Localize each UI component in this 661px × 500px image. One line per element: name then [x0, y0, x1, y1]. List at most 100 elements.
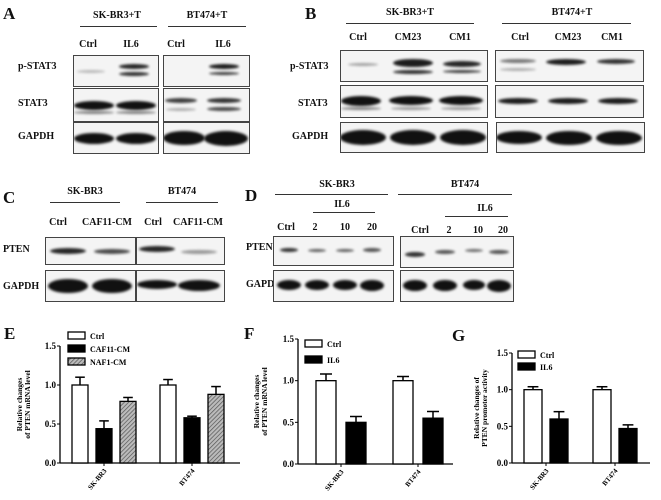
protein-band	[209, 72, 239, 75]
protein-band	[207, 98, 241, 103]
y-tick-label: 1.5	[45, 341, 57, 351]
protein-band	[403, 280, 427, 291]
group-line	[168, 26, 246, 27]
row-label: PTEN	[3, 244, 30, 255]
protein-band	[74, 111, 114, 114]
bar-il6	[422, 417, 444, 465]
x-tick-label: SK-BR3	[86, 467, 108, 492]
blot-box	[136, 237, 225, 265]
protein-band	[500, 68, 536, 71]
y-axis-label: of PTEN mRNA level	[260, 367, 269, 436]
legend-swatch	[304, 339, 323, 348]
lane-label: Ctrl	[349, 32, 367, 43]
protein-band	[280, 248, 298, 252]
row-label: PTEN	[246, 242, 273, 253]
x-tick-label: BT474	[178, 467, 197, 488]
protein-band	[439, 96, 483, 105]
group-line	[80, 26, 157, 27]
group-line	[398, 194, 512, 195]
lane-label: IL6	[123, 39, 139, 50]
protein-band	[92, 279, 132, 293]
protein-band	[465, 249, 483, 252]
lane-label: Ctrl	[79, 39, 97, 50]
chart-e: 0.0 0.5 1.0 1.5 SK-BR3 BT474 Ctrl CAF11-CM NAF1-…	[15, 331, 240, 492]
lane-label: CM23	[394, 32, 422, 43]
protein-band	[305, 280, 329, 290]
protein-band	[333, 280, 357, 290]
protein-band	[598, 98, 638, 104]
bar-il6	[345, 421, 367, 465]
legend-label: IL6	[540, 363, 552, 372]
bar-naf1-cm	[207, 393, 225, 464]
protein-band	[548, 98, 588, 104]
lane-label: Ctrl	[511, 32, 529, 43]
protein-band	[204, 131, 248, 146]
protein-band	[209, 64, 239, 69]
y-tick-label: 1.0	[283, 376, 295, 386]
panel-label-d: D	[245, 186, 258, 205]
blot-box	[400, 236, 514, 268]
bar-ctrl	[159, 384, 177, 464]
protein-band	[48, 279, 88, 293]
blot-box	[340, 85, 488, 118]
treatment-label: IL6	[334, 199, 350, 210]
panel-label-e: E	[4, 324, 16, 343]
protein-band	[74, 101, 114, 110]
legend-label: CAF11-CM	[90, 345, 130, 354]
protein-band	[116, 101, 156, 110]
bar-caf11-cm	[95, 428, 113, 464]
protein-band	[178, 280, 220, 291]
protein-band	[435, 250, 455, 254]
group-label: BT474+T	[551, 7, 593, 18]
protein-band	[433, 280, 457, 291]
protein-band	[341, 107, 381, 110]
lane-label: 20	[367, 222, 377, 233]
lane-label: 2	[446, 225, 452, 236]
group-label: BT474	[167, 186, 197, 197]
blot-box	[496, 122, 645, 153]
bar-ctrl	[523, 389, 543, 464]
group-line	[502, 23, 631, 24]
y-tick-label: 0.0	[45, 458, 57, 468]
group-line	[346, 23, 474, 24]
protein-band	[363, 248, 381, 252]
protein-band	[139, 246, 175, 252]
x-tick-label: SK-BR3	[528, 467, 550, 492]
protein-band	[116, 133, 156, 144]
group-label: BT474+T	[186, 10, 228, 21]
blot-box	[163, 122, 250, 154]
treatment-line	[445, 216, 508, 217]
protein-band	[597, 59, 635, 64]
treatment-label: IL6	[477, 203, 493, 214]
protein-band	[498, 98, 538, 104]
protein-band	[164, 131, 205, 145]
lane-label: Ctrl	[144, 217, 162, 228]
blot-box	[45, 237, 136, 265]
lane-label: CM23	[554, 32, 582, 43]
protein-band	[165, 98, 197, 103]
group-label: SK-BR3+T	[93, 10, 141, 21]
protein-band	[341, 130, 386, 145]
bar-il6	[618, 427, 638, 464]
chart-f: 0.0 0.5 1.0 1.5 SK-BR3 BT474 Ctrl IL6 Relative c…	[252, 334, 453, 492]
legend-label: Ctrl	[90, 332, 105, 341]
blot-box	[273, 270, 394, 302]
lane-label: CAF11-CM	[173, 217, 223, 228]
blot-box	[45, 270, 136, 302]
protein-band	[489, 250, 509, 254]
y-tick-label: 1.0	[45, 380, 57, 390]
protein-band	[308, 249, 326, 252]
group-label: SK-BR3	[67, 186, 103, 197]
legend-swatch	[67, 344, 86, 353]
y-tick-label: 0.0	[497, 458, 509, 468]
protein-band	[348, 63, 378, 66]
legend-label: NAF1-CM	[90, 358, 127, 367]
protein-band	[393, 70, 433, 74]
bar-caf11-cm	[183, 417, 201, 464]
y-tick-label: 0.5	[45, 419, 57, 429]
row-label: p-STAT3	[18, 61, 57, 72]
blot-box	[73, 88, 159, 122]
blot-box	[73, 122, 159, 154]
y-tick-label: 1.0	[497, 385, 509, 395]
protein-band	[546, 131, 592, 145]
